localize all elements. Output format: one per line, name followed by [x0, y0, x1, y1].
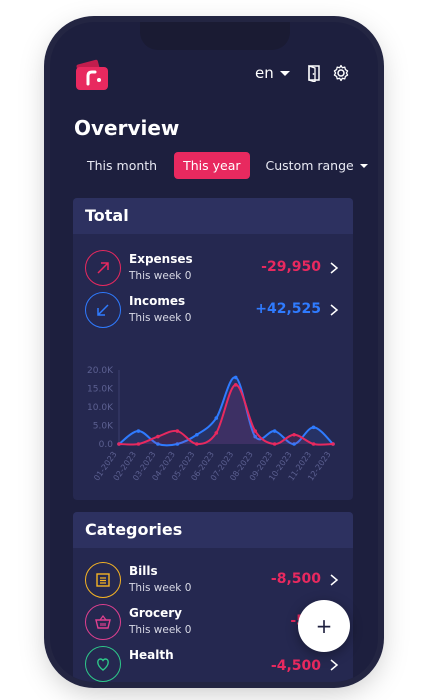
series-point-income	[175, 442, 180, 446]
phone-notch	[140, 22, 290, 50]
logout-door-icon[interactable]	[306, 64, 324, 82]
series-point-expense	[272, 442, 277, 446]
grocery-label: Grocery	[129, 606, 183, 620]
basket-icon	[85, 604, 121, 640]
health-label: Health	[129, 648, 174, 662]
total-card: Total Expenses This week 0 -29,950 Incom…	[73, 198, 353, 500]
total-heading: Total	[73, 198, 353, 234]
add-transaction-button[interactable]: +	[298, 600, 350, 652]
series-point-expense	[214, 431, 219, 435]
tab-this-month[interactable]: This month	[87, 158, 158, 173]
expenses-row[interactable]: Expenses This week 0 -29,950	[85, 250, 343, 290]
series-point-income	[136, 429, 141, 433]
series-point-expense	[195, 442, 199, 446]
chevron-right-icon	[330, 659, 339, 671]
category-row-bills[interactable]: Bills This week 0 -8,500	[85, 562, 343, 602]
arrow-down-left-icon	[85, 292, 121, 328]
y-tick-label: 20.0K	[87, 366, 114, 376]
expenses-week: This week 0	[129, 270, 192, 282]
expenses-value: -29,950	[261, 259, 321, 275]
series-point-income	[272, 429, 277, 433]
period-tabs: This month This year Custom range	[78, 152, 377, 179]
categories-card: Categories Bills This week 0 -8,500 Groc…	[73, 512, 353, 682]
series-point-income	[156, 442, 160, 446]
chevron-right-icon	[330, 574, 339, 586]
chevron-down-icon	[279, 70, 290, 76]
y-tick-label: 10.0K	[87, 403, 114, 413]
categories-heading: Categories	[73, 512, 353, 548]
y-tick-label: 15.0K	[87, 385, 114, 395]
plus-icon: +	[315, 614, 333, 638]
bills-value: -8,500	[270, 571, 321, 587]
series-point-expense	[175, 429, 180, 433]
tab-custom-range[interactable]: Custom range	[258, 152, 377, 179]
series-point-income	[292, 442, 296, 446]
chevron-down-icon	[359, 163, 368, 168]
tab-this-year[interactable]: This year	[174, 152, 250, 179]
series-point-income	[253, 434, 257, 439]
incomes-value: +42,525	[255, 301, 321, 317]
series-point-expense	[331, 442, 335, 446]
app-screen: en Overview This month This year Custom …	[50, 22, 378, 682]
incomes-week: This week 0	[129, 312, 192, 324]
incomes-row[interactable]: Incomes This week 0 +42,525	[85, 292, 343, 332]
arrow-up-right-icon	[85, 250, 121, 286]
incomes-label: Incomes	[129, 294, 186, 308]
language-selector[interactable]: en	[255, 64, 290, 82]
health-icon	[85, 646, 121, 682]
chevron-right-icon	[330, 304, 339, 316]
y-tick-label: 5.0K	[93, 422, 114, 432]
series-point-expense	[136, 442, 141, 446]
power-button	[376, 192, 382, 262]
series-point-expense	[117, 442, 121, 446]
series-point-expense	[292, 432, 296, 437]
grocery-week: This week 0	[129, 624, 192, 636]
receipt-icon	[85, 562, 121, 598]
wallet-logo-icon[interactable]	[75, 58, 109, 92]
page-title: Overview	[74, 116, 180, 140]
series-point-expense	[311, 442, 316, 446]
series-point-income	[195, 432, 199, 437]
gear-icon[interactable]	[332, 64, 350, 82]
bills-label: Bills	[129, 564, 158, 578]
series-point-income	[214, 416, 219, 420]
tab-custom-range-label: Custom range	[265, 158, 354, 173]
series-point-expense	[156, 434, 160, 439]
volume-up-button	[45, 172, 51, 222]
y-tick-label: 0.0	[99, 440, 114, 450]
volume-down-button	[45, 232, 51, 282]
series-point-expense	[253, 429, 257, 433]
expenses-label: Expenses	[129, 252, 193, 266]
series-point-income	[311, 425, 316, 430]
series-point-income	[233, 375, 238, 380]
language-label: en	[255, 64, 274, 82]
chevron-right-icon	[330, 262, 339, 274]
phone-frame: en Overview This month This year Custom …	[50, 22, 378, 682]
series-area-income	[119, 377, 333, 446]
series-area-expense	[119, 384, 333, 445]
yearly-chart: 0.05.0K10.0K15.0K20.0K01-202302-202303-2…	[87, 366, 335, 483]
category-row-health[interactable]: Health -4,500	[85, 646, 343, 682]
series-point-expense	[233, 383, 238, 387]
health-value: -4,500	[270, 658, 321, 674]
bills-week: This week 0	[129, 582, 192, 594]
